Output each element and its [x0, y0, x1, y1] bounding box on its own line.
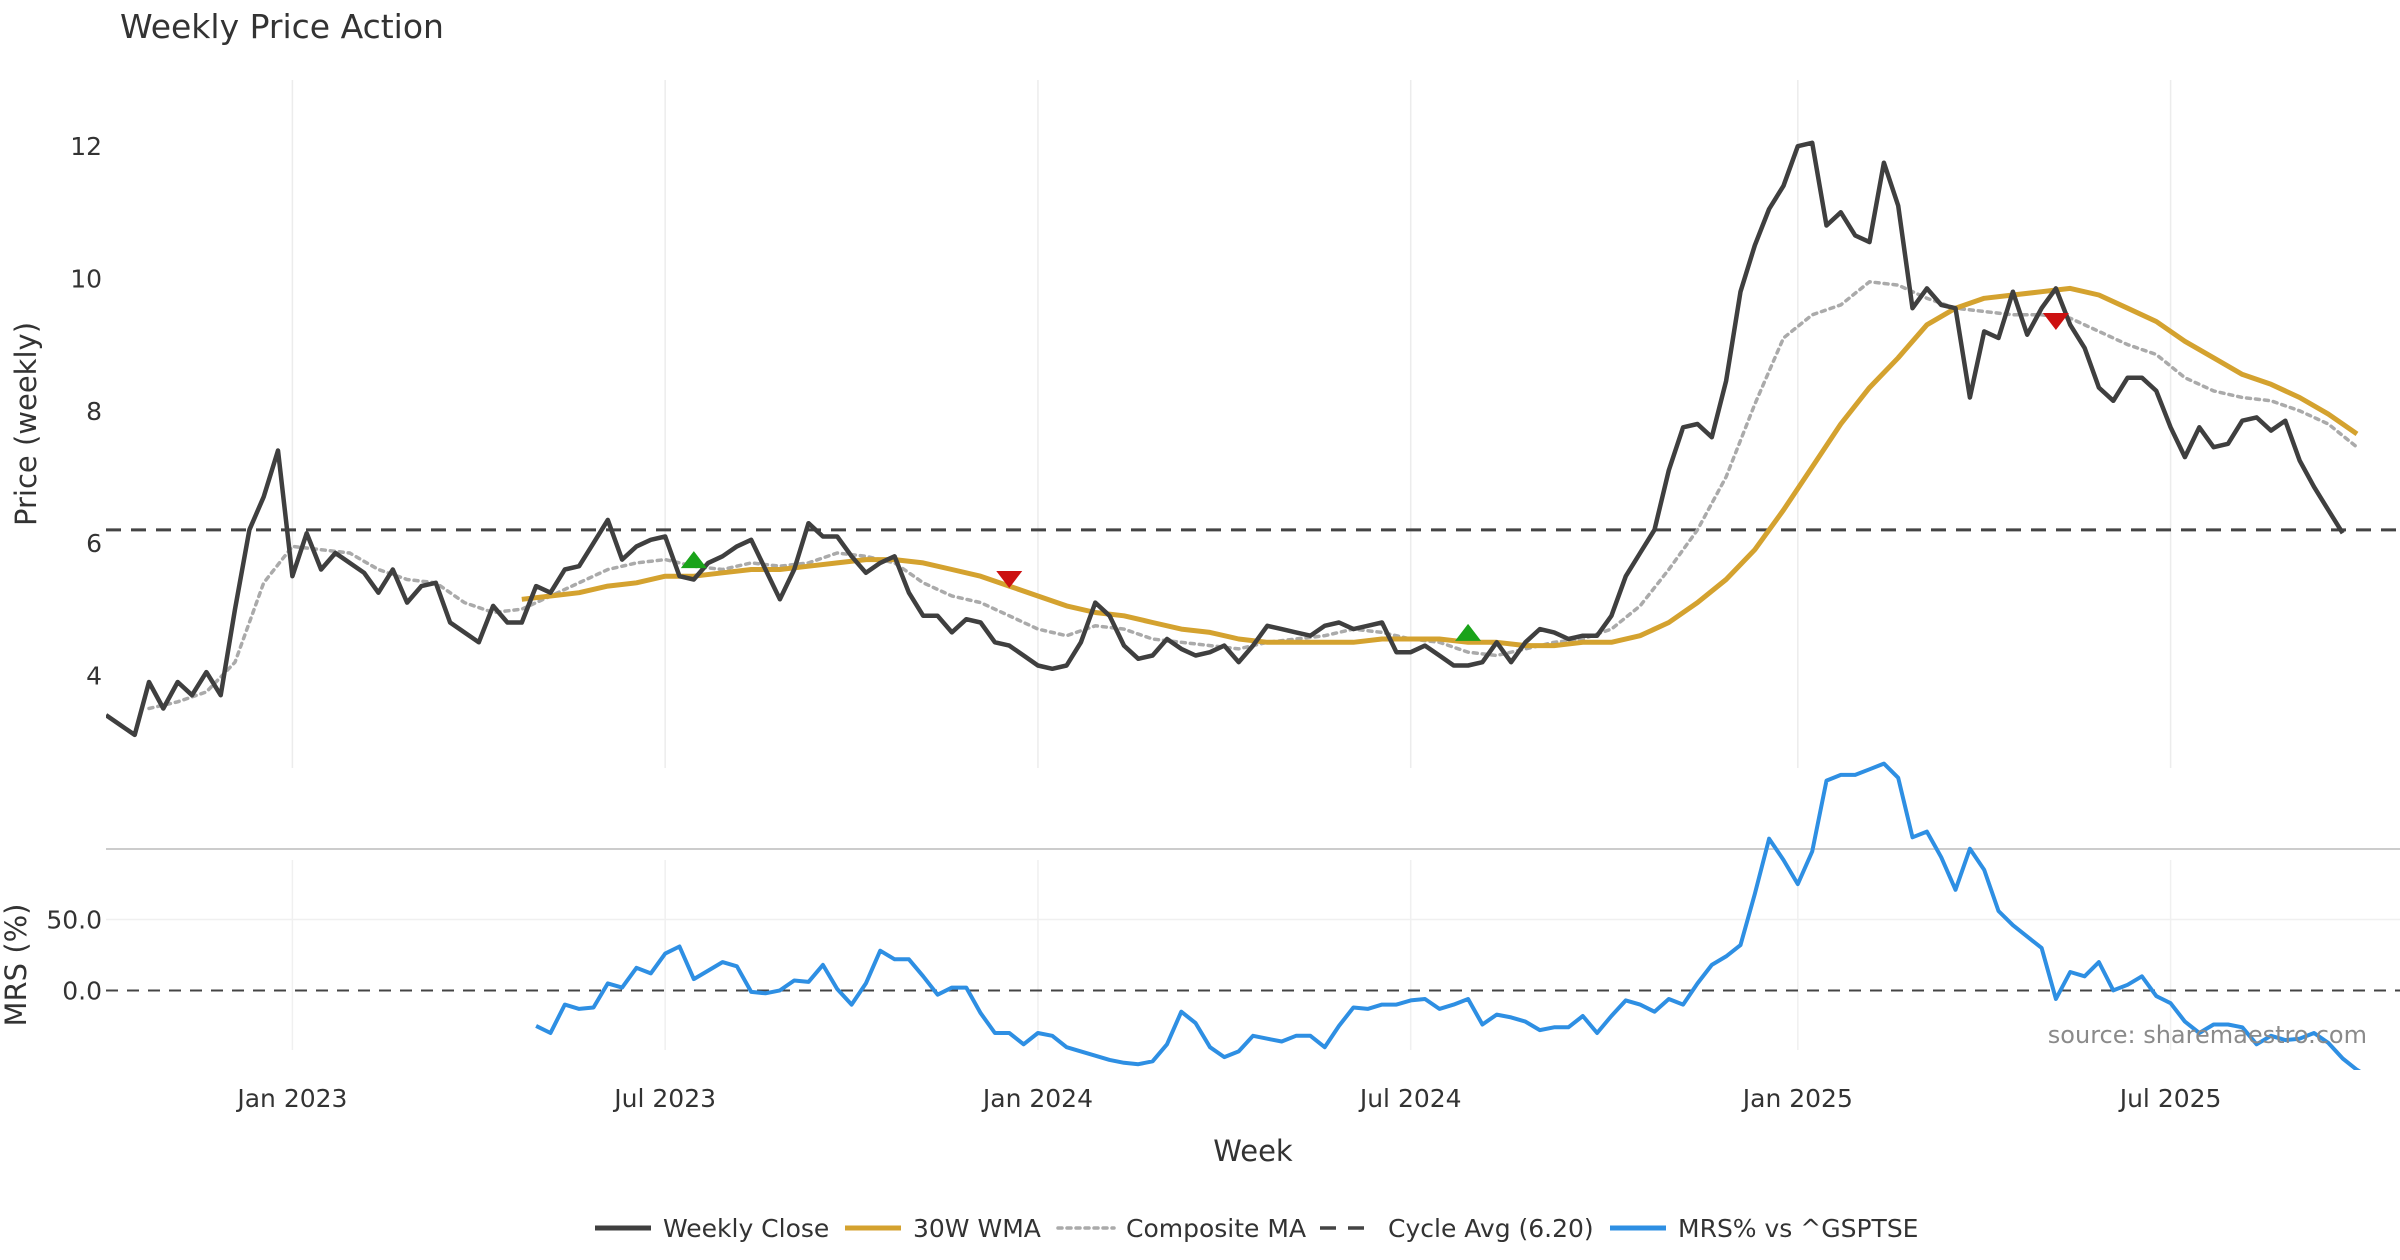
buy-signal-marker — [680, 551, 707, 569]
buy-signal-marker — [1455, 623, 1482, 641]
x-axis-label: Week — [1213, 1134, 1293, 1168]
x-tick-label: Jul 2024 — [1358, 1084, 1462, 1113]
price-y-tick-label: 8 — [86, 397, 102, 426]
legend-label-mrs: MRS% vs ^GSPTSE — [1678, 1214, 1918, 1243]
series-layer — [106, 140, 2400, 1070]
mrs-y-tick-label: 0.0 — [62, 976, 102, 1005]
legend-label-wma: 30W WMA — [913, 1214, 1041, 1243]
x-tick-label: Jan 2024 — [981, 1084, 1093, 1113]
sell-signal-marker — [2042, 312, 2069, 330]
legend: Weekly Close 30W WMA Composite MA Cycle Avg… — [595, 1214, 1918, 1243]
series-group — [106, 140, 2362, 1070]
price-y-tick-label: 4 — [86, 661, 102, 690]
source-note: source: sharemaestro.com — [2048, 1021, 2367, 1049]
weekly-close-line — [106, 140, 2345, 738]
wma-30w-line — [521, 285, 2359, 649]
signals-layer — [680, 312, 2069, 641]
price-y-tick-label: 6 — [86, 529, 102, 558]
x-ticks: Jan 2023 Jul 2023 Jan 2024 Jul 2024 Jan 2025… — [235, 1084, 2221, 1113]
mrs-y-ticks: 0.0 50.0 — [46, 906, 102, 1006]
x-tick-label: Jul 2023 — [612, 1084, 716, 1113]
price-y-tick-label: 10 — [70, 264, 102, 293]
legend-label-close: Weekly Close — [663, 1214, 829, 1243]
legend-label-cycle: Cycle Avg (6.20) — [1388, 1214, 1594, 1243]
price-y-axis-label: Price (weekly) — [9, 322, 43, 526]
price-y-ticks: 4 6 8 10 12 — [70, 132, 102, 690]
x-tick-label: Jul 2025 — [2118, 1084, 2222, 1113]
x-tick-label: Jan 2023 — [235, 1084, 347, 1113]
sell-signal-marker — [996, 570, 1023, 588]
mrs-y-tick-label: 50.0 — [46, 906, 102, 935]
price-y-tick-label: 12 — [70, 132, 102, 161]
mrs-y-axis-label: MRS (%) — [0, 904, 33, 1027]
x-tick-label: Jan 2025 — [1741, 1084, 1853, 1113]
chart-title: Weekly Price Action — [120, 7, 444, 46]
mrs-gridlines — [106, 860, 2400, 1050]
mrs-line — [535, 761, 2362, 1070]
legend-label-composite: Composite MA — [1126, 1214, 1306, 1243]
